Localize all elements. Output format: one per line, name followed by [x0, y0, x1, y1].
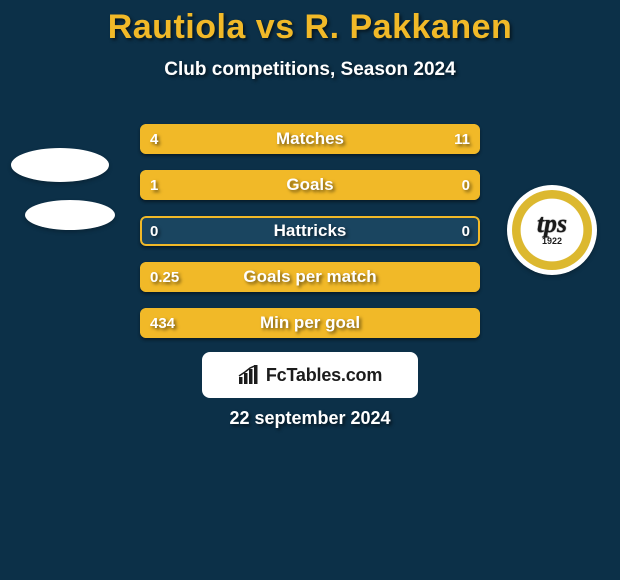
stat-label: Hattricks — [140, 216, 480, 246]
placeholder-icon — [25, 200, 115, 230]
crest-text: tps — [537, 214, 567, 234]
stat-label: Matches — [140, 124, 480, 154]
footer-date: 22 september 2024 — [0, 408, 620, 429]
stat-row: 10Goals — [140, 170, 480, 200]
stat-row: 00Hattricks — [140, 216, 480, 246]
stat-row: 434Min per goal — [140, 308, 480, 338]
stat-row: 0.25Goals per match — [140, 262, 480, 292]
barchart-icon — [238, 365, 260, 385]
page-subtitle: Club competitions, Season 2024 — [0, 59, 620, 81]
crest-icon: tps 1922 — [507, 185, 597, 275]
crest-year: 1922 — [542, 236, 562, 246]
brand-text: FcTables.com — [266, 365, 382, 386]
page-root: Rautiola vs R. Pakkanen Club competition… — [0, 0, 620, 580]
right-player-crest: tps 1922 — [502, 180, 602, 280]
stat-label: Goals per match — [140, 262, 480, 292]
stat-row: 411Matches — [140, 124, 480, 154]
footer-brand[interactable]: FcTables.com — [202, 352, 418, 398]
stat-label: Min per goal — [140, 308, 480, 338]
page-title: Rautiola vs R. Pakkanen — [0, 0, 620, 47]
stats-panel: 411Matches 10Goals 00Hattricks 0.25Goals pe… — [140, 124, 480, 354]
left-player-badge-2 — [20, 170, 120, 260]
stat-label: Goals — [140, 170, 480, 200]
